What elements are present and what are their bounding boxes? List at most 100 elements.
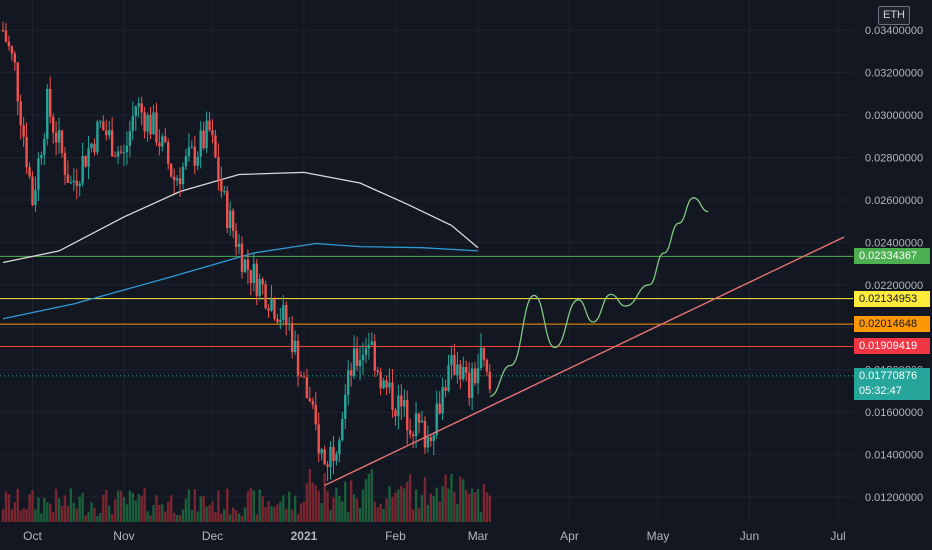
candle-body <box>459 364 462 380</box>
x-tick-label: Apr <box>560 529 579 543</box>
volume-bar <box>432 495 435 522</box>
candle-body <box>376 370 379 372</box>
volume-bar <box>184 498 188 522</box>
volume-bar <box>102 494 105 522</box>
candle-body <box>87 148 90 167</box>
candle-body <box>28 167 31 177</box>
volume-bar <box>131 492 135 522</box>
volume-bar <box>317 490 320 522</box>
candle-body <box>43 138 46 156</box>
candle-body <box>175 178 179 181</box>
volume-bar <box>326 491 329 522</box>
candle-body <box>90 143 93 149</box>
candle-body <box>382 380 385 389</box>
candle-body <box>66 174 70 183</box>
candle-body <box>408 430 412 435</box>
volume-bar <box>376 507 379 522</box>
volume-bar <box>223 509 226 522</box>
bar-countdown: 05:32:47 <box>859 384 902 397</box>
volume-bar <box>122 497 126 522</box>
volume-bar <box>323 473 326 522</box>
volume-bar <box>63 495 67 522</box>
candle-body <box>81 155 84 184</box>
volume-bar <box>255 514 258 522</box>
candle-body <box>102 121 105 131</box>
candle-body <box>140 103 143 113</box>
volume-bar <box>258 489 261 522</box>
time-axis[interactable]: Oct Nov Dec 2021 Feb Mar Apr May Jun Jul <box>23 529 846 543</box>
candle-body <box>406 399 409 431</box>
volume-bar <box>470 488 474 522</box>
candle-body <box>258 279 261 296</box>
candle-body <box>22 125 25 137</box>
moving-average-long <box>2 171 479 264</box>
volume-bar <box>46 502 49 522</box>
volume-bar <box>146 511 149 522</box>
candle-body <box>296 340 300 376</box>
drawings[interactable] <box>324 197 845 486</box>
volume-bar <box>385 498 388 522</box>
candle-body <box>181 166 185 185</box>
volume-bar <box>332 497 335 522</box>
candle-body <box>308 398 312 402</box>
volume-bar <box>441 486 444 522</box>
candle-body <box>344 394 347 419</box>
volume-bar <box>302 502 306 522</box>
volume-bar <box>78 496 81 522</box>
x-tick-label: Jul <box>830 529 845 543</box>
volume-bar <box>420 494 424 522</box>
candle-body <box>456 364 459 376</box>
volume-bar <box>246 491 250 522</box>
candle-body <box>264 284 267 308</box>
volume-bar <box>40 513 43 522</box>
projection-path <box>489 197 709 397</box>
volume-bar <box>16 488 19 522</box>
y-tick-label: 0.02600000 <box>865 195 923 207</box>
volume-bar <box>370 469 374 522</box>
volume-bar <box>175 515 179 522</box>
candle-body <box>125 145 129 153</box>
candle-body <box>426 437 430 448</box>
candle-body <box>267 307 270 311</box>
candle-body <box>465 366 468 373</box>
candle-body <box>134 106 137 117</box>
candle-body <box>470 368 474 398</box>
volume-bar <box>84 515 87 522</box>
volume-bar <box>155 495 158 522</box>
volume-bar <box>282 495 285 522</box>
volume-bar <box>34 509 37 522</box>
candle-body <box>270 299 273 311</box>
candle-body <box>447 364 450 391</box>
candle-body <box>116 151 120 157</box>
candle-body <box>332 446 335 462</box>
volume-bar <box>105 489 108 522</box>
candle-body <box>420 420 424 423</box>
candle-body <box>388 382 391 388</box>
volume-bar <box>4 491 8 522</box>
volume-bar <box>202 496 205 522</box>
volume-bar <box>426 504 430 522</box>
candle-body <box>167 142 170 164</box>
horizontal-levels[interactable] <box>0 255 853 377</box>
candle-body <box>149 114 152 135</box>
candle-body <box>161 136 164 147</box>
candle-body <box>146 114 149 132</box>
candle-body <box>13 53 17 63</box>
symbol-badge: ETH <box>878 6 910 25</box>
volume-bar <box>344 481 347 522</box>
volume-bar <box>338 495 341 522</box>
moving-average-mid <box>2 242 479 320</box>
candle-body <box>119 151 123 153</box>
candle-body <box>482 347 486 360</box>
volume-bar <box>314 485 317 522</box>
volume-bar <box>220 513 223 522</box>
candle-body <box>10 46 14 54</box>
volume-bar <box>60 505 64 522</box>
candle-body <box>473 368 477 384</box>
volume-bar <box>243 507 247 522</box>
volume-bar <box>25 509 28 522</box>
candle-body <box>234 230 238 247</box>
level-price-badge: 0.02134953 <box>854 290 930 307</box>
volume-bar <box>108 505 111 522</box>
